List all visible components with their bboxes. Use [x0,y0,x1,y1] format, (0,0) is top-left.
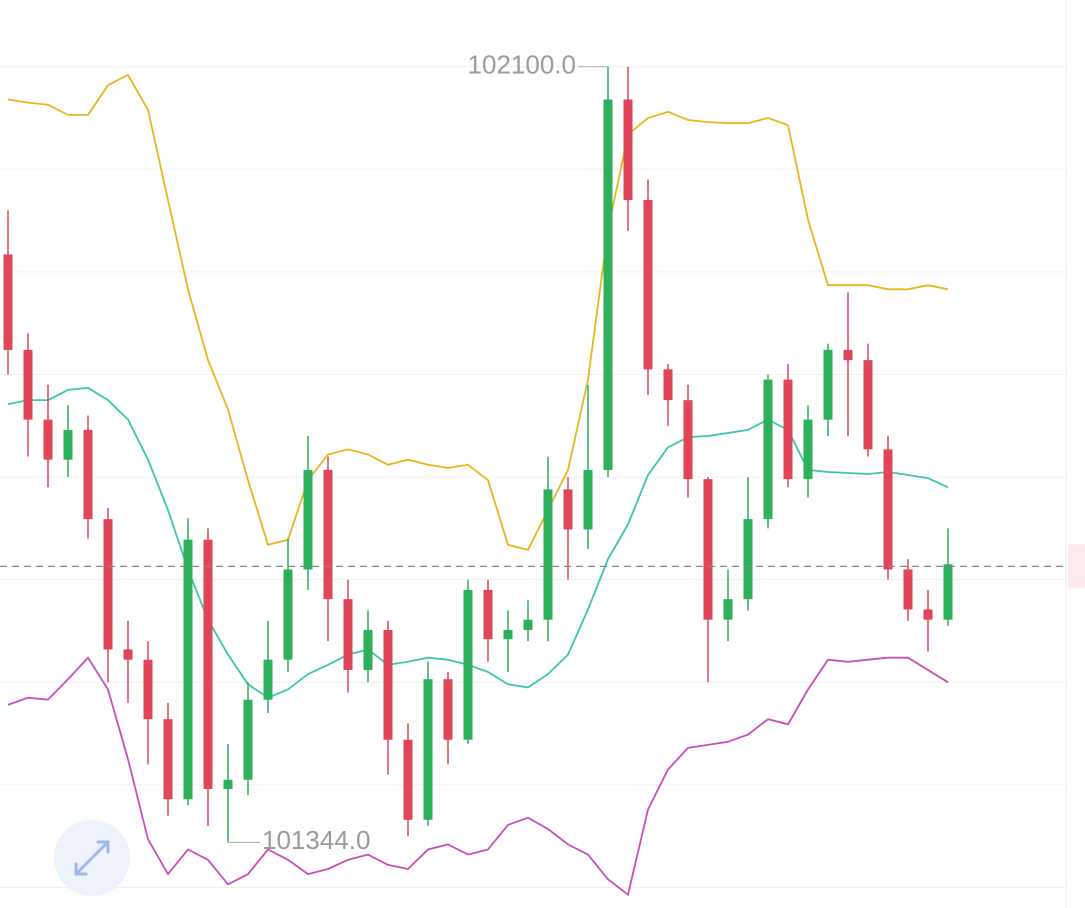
candle-body [483,589,493,640]
candle-body [203,539,213,789]
candle-body [903,569,913,610]
candle-body [923,609,933,620]
candle-body [723,599,733,620]
candle-body [343,599,353,670]
candle-body [123,649,133,660]
candle-body [183,539,193,800]
candle-body [663,369,673,401]
candle-body [163,719,173,800]
candle-body [843,349,853,361]
candle-body [783,379,793,480]
candle-body [383,629,393,740]
grid [0,66,1066,888]
bollinger-bands [7,73,949,897]
candle-body [743,519,753,600]
candle-body [623,99,633,201]
candle-body [443,679,453,740]
candle-body [643,200,653,370]
candle-body [883,449,893,570]
expand-button[interactable] [54,820,130,896]
candle-body [683,400,693,480]
candle-body [83,429,93,520]
candle-body [503,629,513,640]
expand-icon[interactable] [74,840,110,876]
candle-body [263,659,273,700]
candle-body [283,569,293,660]
annotation-label: 101344.0 [262,825,370,855]
candle-body [703,479,713,620]
candle-body [603,99,613,470]
candle-body [3,254,13,350]
candle-body [423,679,433,820]
candle-body [363,629,373,670]
candle-body [863,360,873,450]
candle-body [403,739,413,820]
candle-body [523,619,533,630]
candle-body [23,349,33,420]
candle-body [463,589,473,740]
candle-body [823,349,833,420]
candle-body [43,419,53,460]
candle-body [763,379,773,520]
band-line [7,656,949,897]
candle-body [63,429,73,460]
candle-body [223,779,233,789]
band-line [7,73,949,551]
candle-body [803,419,813,480]
candle-body [323,469,333,600]
candles [3,66,953,843]
candle-body [583,469,593,530]
annotations: 102100.0 101344.0 [0,50,1085,855]
candle-body [243,699,253,780]
candle-body [303,469,313,570]
candle-body [563,489,573,530]
last-price-tag [1068,544,1085,589]
annotation-label: 102100.0 [468,50,576,80]
candle-body [543,489,553,620]
candle-body [143,659,153,720]
candle-body [943,564,953,620]
candle-body [103,519,113,650]
